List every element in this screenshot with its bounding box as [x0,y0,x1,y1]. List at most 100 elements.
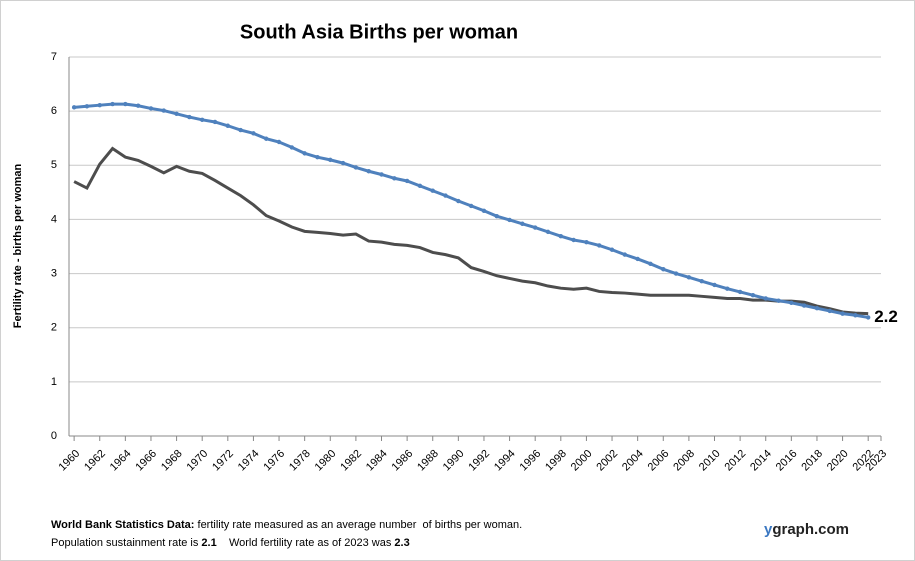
point [212,119,218,125]
point [353,165,359,170]
point [366,169,371,174]
point [712,282,717,288]
x-tick-label: 1996 [518,448,544,474]
x-tick-label: 2006 [646,448,672,474]
point [97,102,102,108]
logo-part: graph.com [772,521,850,538]
y-tick-label: 5 [51,159,57,171]
series-line [73,146,869,316]
point [161,108,166,113]
x-tick-label: 1976 [261,448,287,474]
logo-part: y [764,521,773,538]
point [725,286,730,291]
series-line [73,102,869,319]
point [379,172,384,177]
y-axis-label: Fertility rate - births per woman [12,164,24,329]
x-tick-label: 1978 [287,448,313,474]
point [737,289,743,295]
point [238,127,243,133]
point [699,278,704,284]
x-tick-label: 1972 [210,448,236,474]
point [520,221,525,226]
point [558,234,564,239]
source-text: fertility rate measured as an average nu… [194,519,523,531]
source-label: World Bank Statistics Data: [51,519,195,531]
x-tick-label: 1962 [82,448,108,474]
end-label: 2.2 [874,307,898,326]
point [622,252,628,257]
point [456,198,461,204]
point [750,293,756,298]
x-tick-label: 2004 [620,448,646,474]
x-tick-label: 1964 [108,448,134,474]
x-tick-label: 2000 [569,448,595,474]
point [302,151,307,156]
point [814,306,820,311]
point [123,101,128,107]
footer-value: 2.3 [394,537,410,549]
x-tick-label: 1986 [389,448,415,474]
x-tick-label: 1970 [185,448,211,474]
y-tick-label: 2 [51,322,57,334]
x-tick-label: 1968 [159,448,185,474]
point [853,313,858,318]
point [494,213,499,219]
point [417,183,423,189]
point [571,237,576,243]
x-tick-label: 2002 [594,448,620,474]
footer-text: Population sustainment rate is [51,537,202,549]
point [340,160,346,166]
point [776,298,781,303]
point [584,239,589,245]
x-tick-label: 1982 [338,448,364,474]
y-tick-label: 3 [51,267,57,279]
x-tick-label: 1980 [313,448,339,474]
y-tick-label: 1 [51,376,57,388]
point [174,111,179,117]
point [673,271,679,276]
point [404,178,410,184]
point [545,229,551,235]
point [276,139,282,145]
point [71,105,77,110]
point [597,243,602,248]
x-tick-label: 2010 [697,448,723,474]
point [225,123,231,128]
point [763,296,768,301]
x-tick-label: 1966 [133,448,159,474]
point [148,106,154,111]
point [264,136,269,141]
point [801,303,807,308]
point [251,131,256,136]
point [507,217,512,223]
y-tick-label: 7 [51,51,57,63]
x-tick-label: 1990 [441,448,467,474]
chart-title: South Asia Births per woman [240,21,518,43]
x-tick-label: 1960 [57,448,83,474]
x-tick-label: 2012 [722,448,748,474]
point [110,101,115,107]
x-tick-label: 2014 [748,448,774,474]
point [443,193,448,198]
point [865,315,871,320]
point [648,261,653,267]
point [635,256,640,262]
x-tick-label: 1994 [492,448,518,474]
chart: South Asia Births per woman Fertility ra… [12,21,898,474]
x-tick-label: 1988 [415,448,441,474]
point [84,104,90,109]
footer-line: World Bank Statistics Data: fertility ra… [51,519,522,531]
point [686,275,692,280]
point [481,208,487,213]
x-tick-label: 2020 [825,448,851,474]
footer-text: World fertility rate as of 2023 was [216,537,395,549]
x-tick-label: 1998 [543,448,569,474]
x-tick-label: 1984 [364,448,390,474]
footer-line: Population sustainment rate is 2.1 World… [51,537,410,549]
y-tick-label: 6 [51,105,57,117]
logo: ygraph.com [764,521,849,538]
point [468,203,474,209]
point [392,176,397,181]
x-tick-label: 2016 [774,448,800,474]
